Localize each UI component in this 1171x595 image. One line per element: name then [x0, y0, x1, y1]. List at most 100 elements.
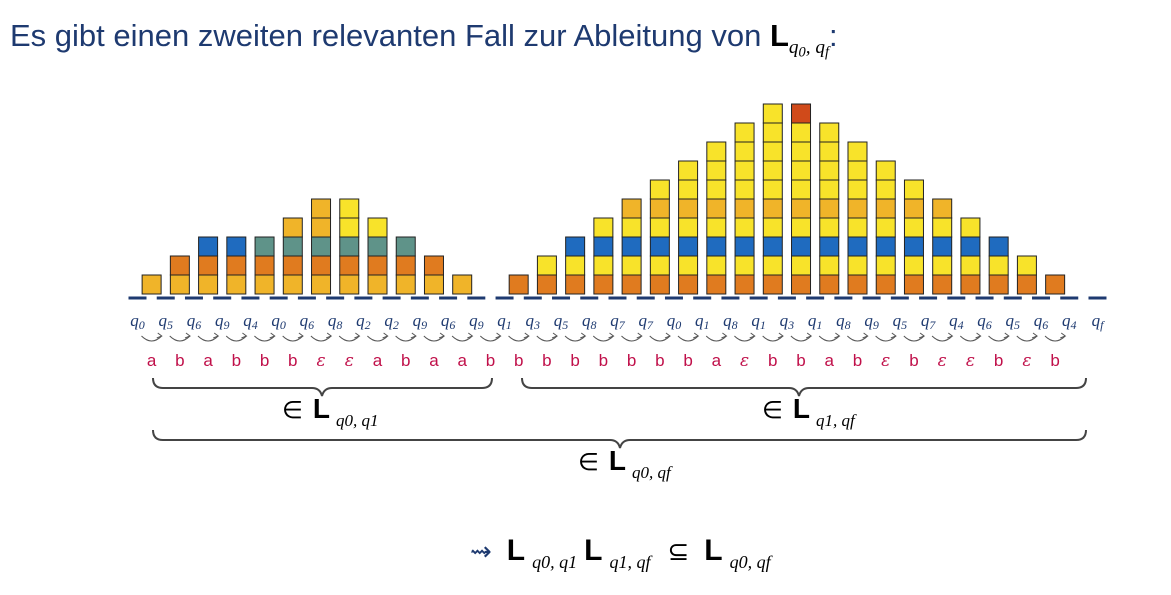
stack-cell-yellow — [734, 179, 755, 200]
title-sub-a: q — [788, 36, 799, 58]
state-label: q9 — [215, 311, 230, 332]
input-letter: b — [796, 351, 805, 370]
stack-cell-gold — [649, 198, 670, 219]
state-label: q5 — [1006, 311, 1021, 332]
transition-arrow — [734, 335, 756, 342]
stack-cell-yellow — [847, 217, 868, 238]
brace-left-sub: q0, q1 — [336, 411, 379, 430]
stack-cell-blue — [565, 236, 586, 257]
arrow-head — [862, 332, 869, 339]
stack-cell-orange — [960, 274, 981, 295]
transition-arrow — [564, 335, 586, 342]
transition-arrow — [254, 335, 276, 342]
stack-cell-yellow — [847, 160, 868, 181]
state-label: q0 — [667, 311, 682, 332]
arrow-head — [297, 332, 304, 339]
stack-cell-orange — [508, 274, 529, 295]
stack-cell-yellow — [819, 141, 840, 162]
stack-cell-red — [791, 103, 812, 124]
arrow-head — [721, 332, 728, 339]
arrow-head — [213, 332, 220, 339]
arrow-head — [805, 332, 813, 339]
input-letter: ε — [881, 351, 890, 371]
stack-cell-orange — [536, 274, 557, 295]
stack-cell-blue — [762, 236, 783, 257]
input-letter: b — [542, 351, 551, 370]
arrow-head — [693, 332, 700, 339]
stack-cell-yellow — [593, 255, 614, 276]
stack-cell-orange — [847, 274, 868, 295]
transition-arrow — [508, 335, 530, 342]
stack-columns — [141, 103, 1066, 295]
stack-cell-yellow — [988, 255, 1009, 276]
conclusion-arrow: ⇝ — [470, 537, 492, 567]
stack-cell-gold — [395, 274, 416, 295]
stack-cell-blue — [988, 236, 1009, 257]
input-letter: a — [825, 351, 835, 370]
transition-arrow — [875, 335, 897, 342]
stack-cell-blue — [226, 236, 247, 257]
stack-cell-blue — [819, 236, 840, 257]
stack-cell-gold — [198, 274, 219, 295]
stack-cell-yellow — [565, 255, 586, 276]
stack-cell-gold — [339, 274, 360, 295]
input-letter: a — [203, 351, 213, 370]
transition-arrow — [1016, 335, 1038, 342]
input-letter: a — [373, 351, 383, 370]
transition-arrow — [705, 335, 727, 342]
stack-cell-orange — [762, 274, 783, 295]
stack-cell-gold — [903, 198, 924, 219]
state-label: q5 — [893, 311, 908, 332]
stack-cell-yellow — [791, 255, 812, 276]
stack-cell-yellow — [762, 103, 783, 124]
stack-cell-yellow — [649, 179, 670, 200]
state-label: q3 — [780, 311, 795, 332]
input-letter: b — [288, 351, 297, 370]
stack-cell-yellow — [960, 217, 981, 238]
state-label: q1 — [497, 311, 512, 332]
stack-cell-gold — [226, 274, 247, 295]
arrow-head — [918, 332, 926, 339]
arrow-head — [664, 332, 671, 339]
stack-cell-orange — [649, 274, 670, 295]
transition-arrow — [367, 335, 388, 342]
arrow-head — [1003, 332, 1010, 339]
stack-cell-yellow — [819, 122, 840, 143]
input-letter: b — [768, 351, 777, 370]
arrow-head — [749, 332, 756, 339]
title-colon: : — [828, 18, 838, 53]
state-label: q2 — [356, 311, 371, 332]
stack-cell-gold — [311, 274, 332, 295]
stack-cell-gold — [169, 274, 190, 295]
stack-cell-gold — [706, 198, 727, 219]
stack-cell-yellow — [734, 160, 755, 181]
stack-cell-yellow — [903, 179, 924, 200]
stack-cell-yellow — [678, 179, 699, 200]
arrow-head — [551, 332, 559, 339]
transition-arrow — [423, 335, 445, 342]
stack-cell-gold — [452, 274, 473, 295]
input-letter: ε — [345, 351, 354, 371]
transition-arrow — [621, 335, 643, 342]
input-letter: b — [232, 351, 241, 370]
arrow-head — [495, 332, 502, 339]
input-letter: b — [570, 351, 579, 370]
stack-cell-orange — [988, 274, 1009, 295]
stack-cell-gold — [847, 198, 868, 219]
brace-left-path — [152, 377, 493, 397]
input-letter: a — [429, 351, 439, 370]
state-label: q8 — [723, 311, 738, 332]
stack-cell-teal — [395, 236, 416, 257]
stack-cell-orange — [791, 274, 812, 295]
state-label: q5 — [158, 311, 173, 332]
stack-cell-yellow — [847, 141, 868, 162]
transition-arrow — [903, 335, 925, 342]
stack-cell-gold — [311, 217, 332, 238]
state-label: q4 — [1062, 311, 1077, 332]
stack-cell-blue — [903, 236, 924, 257]
stack-cell-blue — [621, 236, 642, 257]
stack-cell-yellow — [819, 255, 840, 276]
input-letter: a — [147, 351, 157, 370]
arrow-head — [947, 332, 954, 339]
transition-arrow — [649, 335, 671, 342]
